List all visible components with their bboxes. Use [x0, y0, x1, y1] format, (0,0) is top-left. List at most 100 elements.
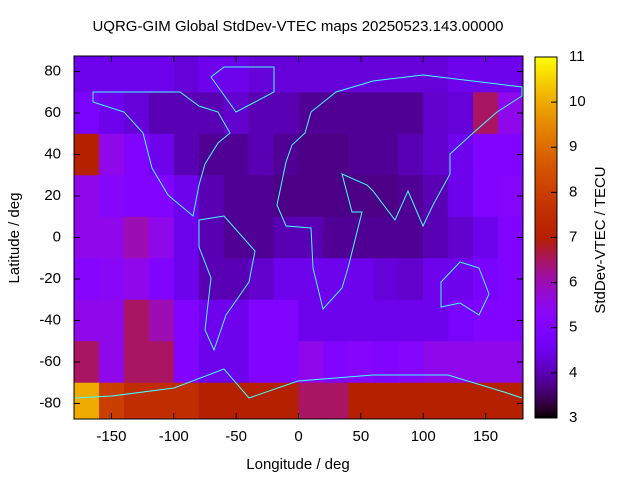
x-axis-label: Longitude / deg	[246, 456, 349, 473]
heat-cell	[448, 216, 474, 259]
heat-cell	[398, 56, 424, 93]
heat-cell	[198, 133, 225, 176]
heat-cell	[373, 56, 399, 93]
heat-cell	[373, 382, 399, 419]
y-tick-label: -20	[39, 270, 61, 287]
heat-cell	[398, 133, 424, 176]
heat-cell	[173, 382, 200, 419]
heat-cell	[273, 216, 299, 259]
heat-cell	[298, 299, 324, 342]
heat-cell	[98, 175, 125, 218]
heat-cell	[423, 341, 449, 384]
heat-cell	[123, 258, 150, 301]
heat-cell	[323, 299, 349, 342]
heat-cell	[273, 92, 299, 135]
heat-cell	[423, 56, 449, 93]
colorbar-tick-label: 6	[569, 274, 577, 291]
heat-cell	[323, 56, 349, 93]
colorbar-tick-label: 3	[569, 409, 577, 426]
x-tick-label: -150	[96, 428, 126, 445]
heat-cell	[398, 341, 424, 384]
heat-cell	[273, 382, 299, 419]
heat-cell	[273, 56, 299, 93]
heat-cell	[123, 56, 150, 93]
heat-cell	[123, 175, 150, 218]
coastline	[74, 368, 523, 399]
heat-cell	[148, 299, 175, 342]
coastline	[276, 74, 523, 311]
heat-cell	[448, 133, 474, 176]
heat-cell	[148, 216, 175, 259]
heat-cell	[373, 92, 399, 135]
heat-cell	[248, 382, 275, 419]
heat-cell	[298, 341, 324, 384]
colorbar-tick-label: 11	[569, 48, 585, 65]
heat-cell	[173, 258, 200, 301]
y-tick-label: 40	[44, 145, 61, 162]
heat-cell	[398, 258, 424, 301]
heat-cell	[348, 258, 374, 301]
heat-cell	[323, 216, 349, 259]
heat-cell	[423, 258, 449, 301]
heat-cell	[448, 92, 474, 135]
heat-cell	[98, 258, 125, 301]
heat-cell	[198, 175, 225, 218]
heat-cell	[223, 56, 250, 93]
heat-cell	[298, 133, 324, 176]
heat-cell	[98, 216, 125, 259]
heat-cell	[123, 216, 150, 259]
heatmap	[74, 56, 523, 419]
y-tick-label: 60	[44, 104, 61, 121]
heat-cell	[448, 258, 474, 301]
heat-cell	[298, 56, 324, 93]
heat-cell	[473, 216, 499, 259]
x-tick-label: 150	[473, 428, 498, 445]
heat-cell	[473, 258, 499, 301]
heat-cell	[348, 92, 374, 135]
colorbar-tick-label: 4	[569, 364, 577, 381]
heat-cell	[398, 382, 424, 419]
heat-cell	[348, 133, 374, 176]
heat-cell	[423, 216, 449, 259]
heat-cell	[473, 133, 499, 176]
heat-cell	[323, 92, 349, 135]
heat-cell	[148, 92, 175, 135]
heat-cell	[323, 133, 349, 176]
x-tick-label: 100	[411, 428, 436, 445]
heat-cell	[248, 299, 275, 342]
colorbar-tick-label: 8	[569, 183, 577, 200]
heat-cell	[348, 216, 374, 259]
heat-cell	[373, 133, 399, 176]
heat-cell	[298, 175, 324, 218]
coastline	[210, 66, 275, 113]
heat-cell	[198, 258, 225, 301]
heat-cell	[148, 382, 175, 419]
heat-cell	[323, 341, 349, 384]
heat-cell	[423, 92, 449, 135]
colorbar-tick-label: 10	[569, 93, 586, 110]
heat-cell	[248, 92, 275, 135]
colorbar-tick-label: 5	[569, 319, 577, 336]
heat-cell	[248, 56, 275, 93]
heat-cell	[223, 216, 250, 259]
heat-cell	[223, 341, 250, 384]
heat-cell	[473, 299, 499, 342]
heat-cell	[223, 258, 250, 301]
heat-cell	[298, 382, 324, 419]
heat-cell	[98, 56, 125, 93]
heat-cell	[148, 258, 175, 301]
coastlines	[74, 66, 523, 399]
heat-cell	[448, 175, 474, 218]
x-tick-label: -50	[225, 428, 247, 445]
colorbar-label: StdDev-VTEC / TECU	[592, 166, 609, 313]
heat-cell	[123, 299, 150, 342]
heat-cell	[198, 299, 225, 342]
heat-cell	[198, 56, 225, 93]
heat-cell	[248, 258, 275, 301]
heat-cell	[198, 92, 225, 135]
heat-cell	[473, 175, 499, 218]
heat-cell	[423, 382, 449, 419]
heat-cell	[373, 299, 399, 342]
y-tick-label: -80	[39, 394, 61, 411]
